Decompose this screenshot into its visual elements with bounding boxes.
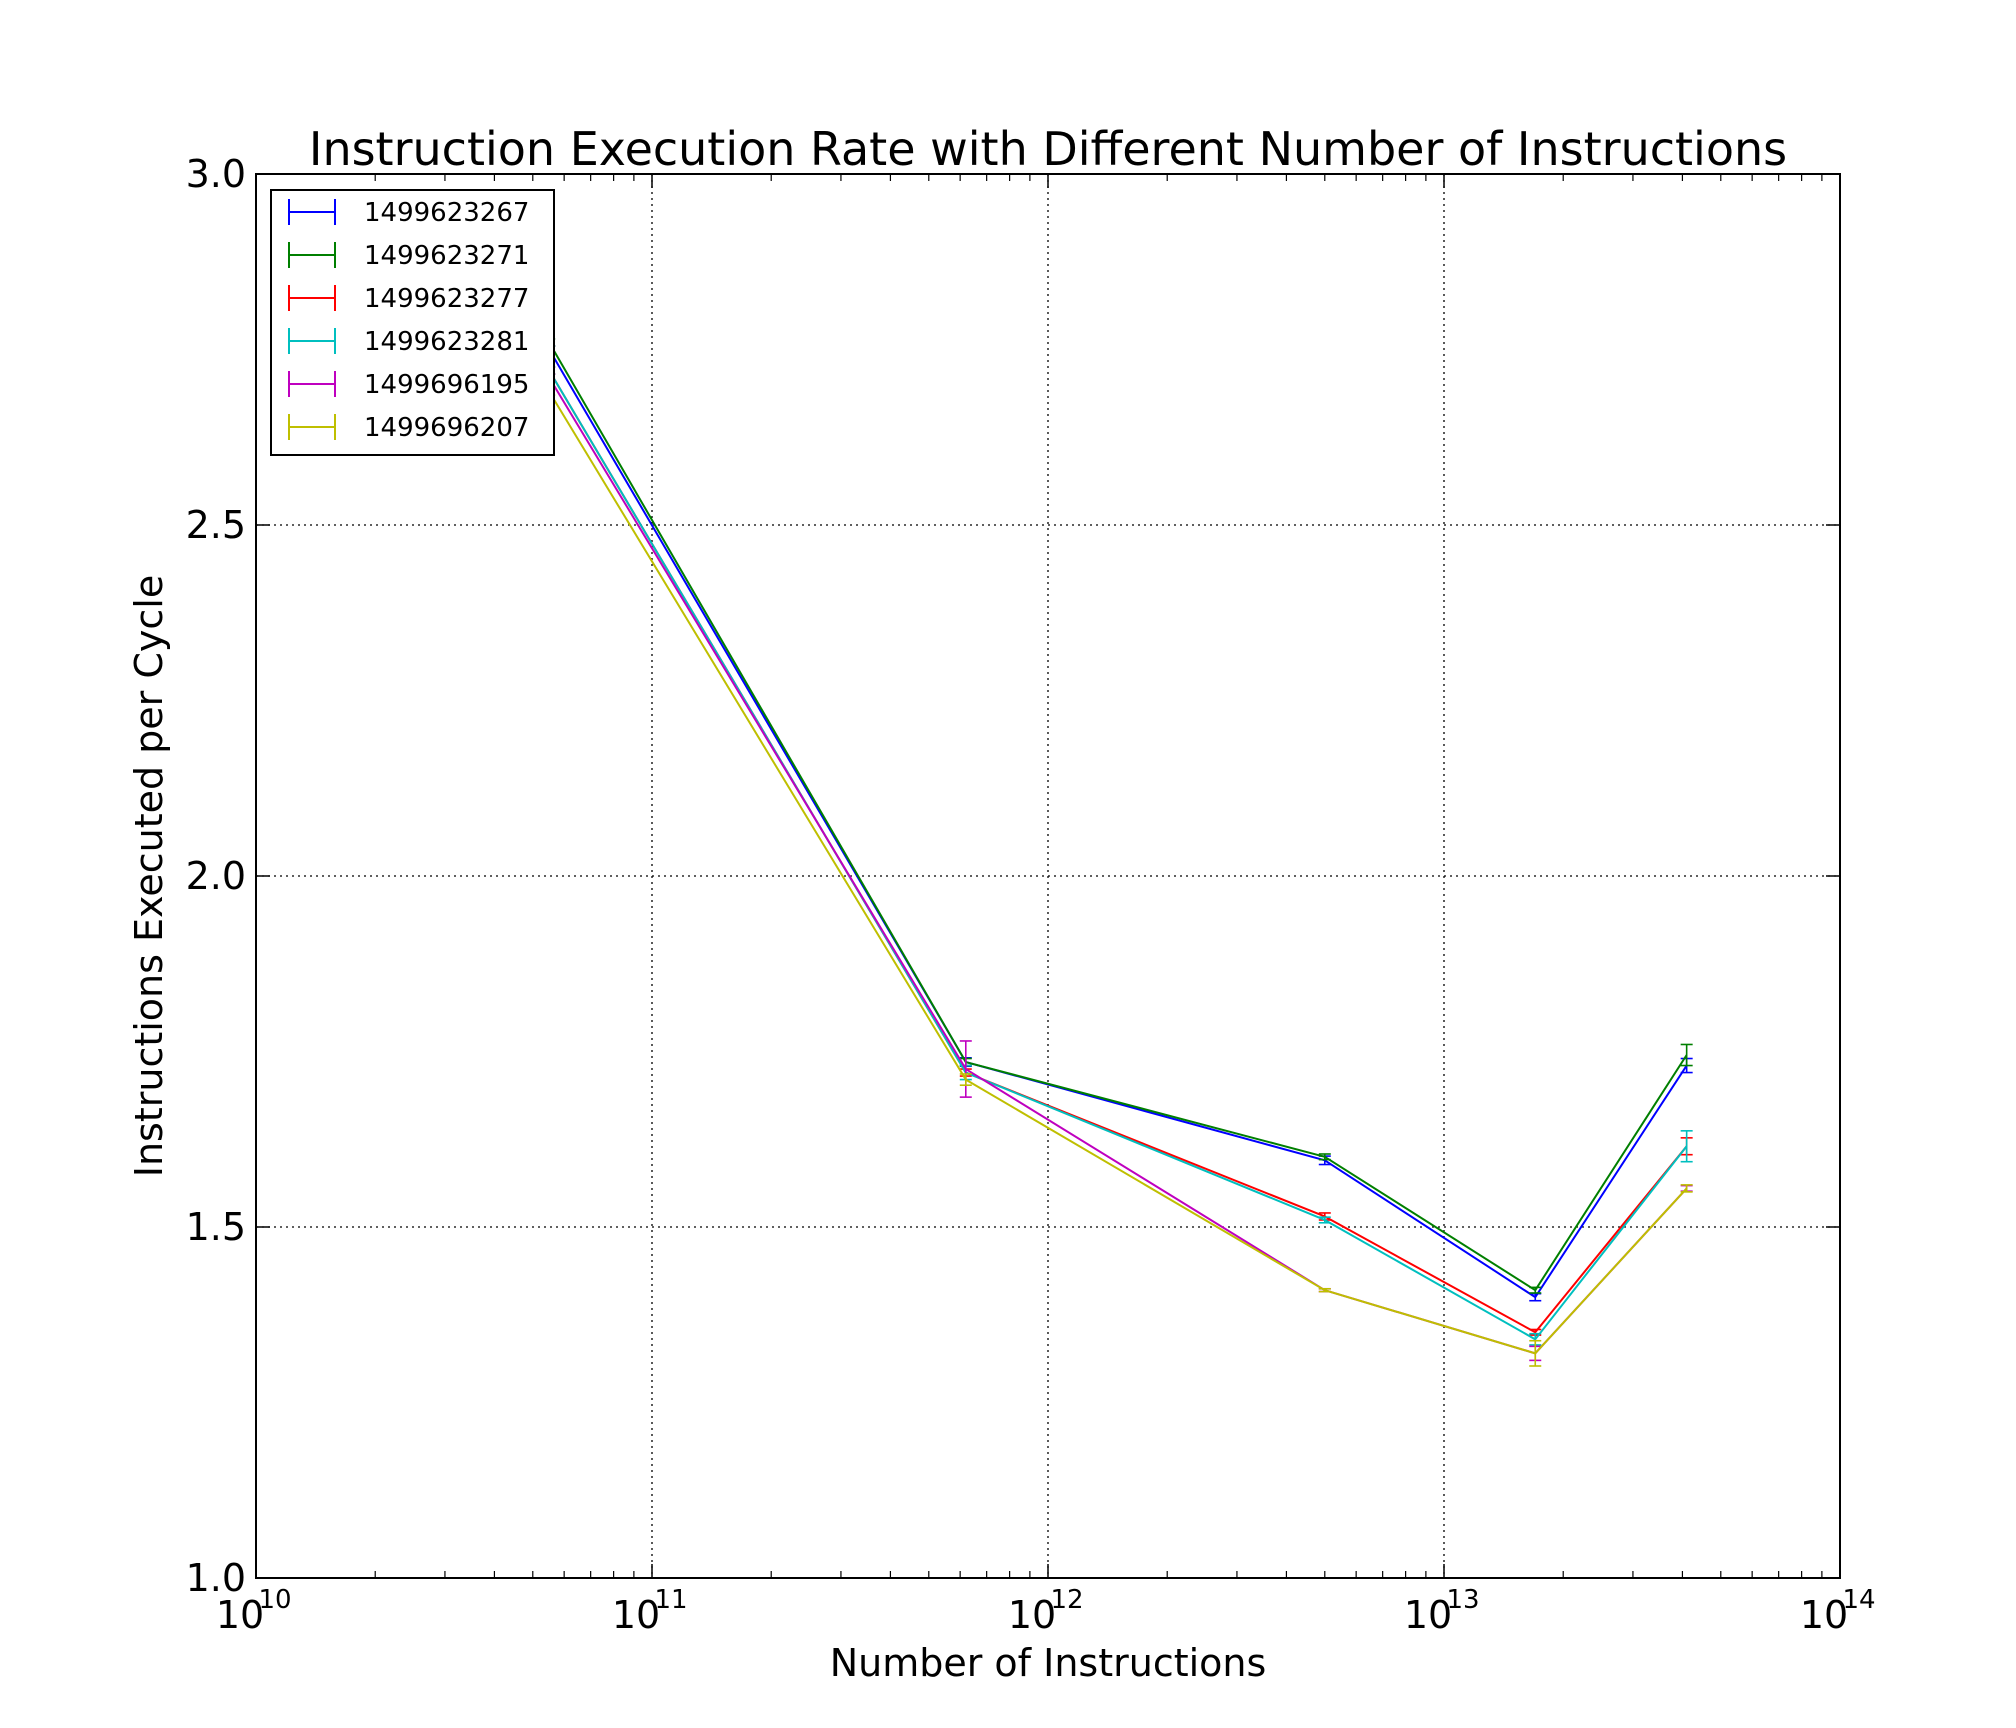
error-bar: [1680, 1184, 1693, 1193]
minor-ticks: [374, 174, 1823, 1578]
legend-handle: [288, 371, 336, 397]
error-bar: [959, 1073, 972, 1086]
legend-entry: 1499623271: [288, 241, 529, 271]
legend-label: 1499696195: [364, 370, 529, 400]
y-tick-label: 2.0: [186, 854, 246, 898]
chart-title: Instruction Execution Rate with Differen…: [309, 122, 1787, 176]
y-axis-label: Instructions Executed per Cycle: [127, 575, 171, 1177]
y-tick-label: 3.0: [186, 152, 246, 196]
legend-entry: 1499623267: [288, 198, 529, 228]
legend-label: 1499696207: [364, 413, 529, 443]
error-bar: [1318, 1216, 1331, 1224]
error-bar: [1529, 1339, 1542, 1367]
series-1499623271: [543, 338, 1693, 1294]
y-tick-labels: 1.0 1.5 2.0 2.5 3.0: [186, 152, 246, 1600]
legend-handle: [288, 199, 336, 225]
x-tick-label: 10: [1404, 1593, 1452, 1637]
legend-entry: 1499623281: [288, 327, 529, 357]
legend-label: 1499623267: [364, 198, 529, 228]
legend: 1499623267 1499623271 1499623277 1499623281…: [270, 189, 555, 456]
legend-box: [270, 189, 555, 456]
x-axis-label: Number of Instructions: [830, 1641, 1267, 1685]
x-tick-label: 10: [216, 1593, 264, 1637]
x-tick-exponent: 12: [1050, 1585, 1083, 1615]
y-tick-label: 1.0: [186, 1556, 246, 1600]
legend-handle: [288, 285, 336, 311]
error-bar: [959, 1040, 972, 1098]
x-tick-label: 10: [1008, 1593, 1056, 1637]
x-tick-exponent: 11: [654, 1585, 687, 1615]
plot-frame: [255, 173, 1841, 1579]
error-bar: [1529, 1286, 1542, 1294]
legend-entry: 1499623277: [288, 284, 529, 314]
legend-label: 1499623281: [364, 327, 529, 357]
y-tick-label: 1.5: [186, 1205, 246, 1249]
error-bar: [1318, 1153, 1331, 1161]
legend-label: 1499623271: [364, 241, 529, 271]
legend-handle: [288, 242, 336, 268]
legend-handle: [288, 328, 336, 354]
x-tick-label: 10: [1800, 1593, 1848, 1637]
legend-entry: 1499696195: [288, 370, 529, 400]
x-tick-exponent: 14: [1842, 1585, 1875, 1615]
error-bar: [1318, 1287, 1331, 1293]
error-bar: [1680, 1130, 1693, 1163]
error-bar: [1680, 1043, 1693, 1067]
legend-entry: 1499696207: [288, 413, 529, 443]
x-tick-exponent: 10: [258, 1585, 291, 1615]
y-tick-label: 2.5: [186, 503, 246, 547]
x-tick-exponent: 13: [1446, 1585, 1479, 1615]
x-tick-label: 10: [612, 1593, 660, 1637]
legend-handle: [288, 414, 336, 440]
legend-label: 1499623277: [364, 284, 529, 314]
